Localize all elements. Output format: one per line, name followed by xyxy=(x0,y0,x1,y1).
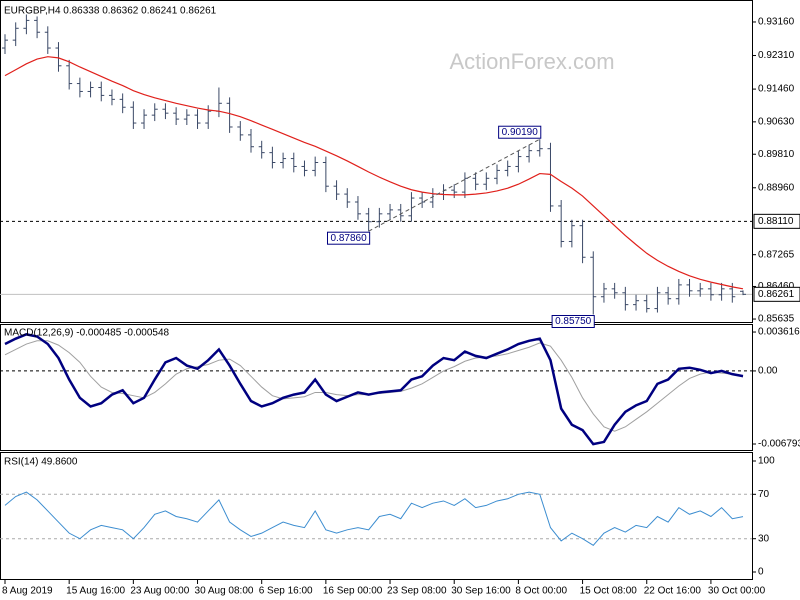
rsi-line xyxy=(4,491,744,547)
y-tick-label: 0.86460 xyxy=(758,281,795,292)
x-tick-label: 23 Sep 08:00 xyxy=(387,586,447,597)
plot-layer: ActionForex.com 0.93160 0.92310 0.91460 0.90… xyxy=(0,14,800,597)
annotation-label: 0.90190 xyxy=(502,127,539,138)
y-tick-label: 0.003616 xyxy=(758,327,800,338)
moving-average xyxy=(4,56,744,290)
annotation-label: 0.85750 xyxy=(555,316,592,327)
y-tick-label: 0.85635 xyxy=(758,314,795,325)
x-tick-label: 8 Aug 2019 xyxy=(2,586,53,597)
y-tick-label: 0.00 xyxy=(758,366,778,377)
x-tick-label: 30 Oct 00:00 xyxy=(708,586,766,597)
y-tick-label: 0.91460 xyxy=(758,84,795,95)
annotation-box xyxy=(498,125,542,139)
y-tick-label: 0.87265 xyxy=(758,249,795,260)
x-tick-label: 8 Oct 00:00 xyxy=(515,586,567,597)
y-tick-label: 0.93160 xyxy=(758,17,795,28)
price-title: EURGBP,H4 0.86338 0.86362 0.86241 0.8626… xyxy=(4,6,217,17)
rsi-panel xyxy=(0,452,753,580)
x-tick-label: 16 Sep 00:00 xyxy=(323,586,383,597)
y-tick-label: 100 xyxy=(758,456,775,467)
y-tick-label: 0.92310 xyxy=(758,50,795,61)
y-tick-label: 0.90630 xyxy=(758,116,795,127)
price-panel xyxy=(0,0,753,323)
y-tick-label: 0.89810 xyxy=(758,149,795,160)
y-tick-label: 0.88960 xyxy=(758,182,795,193)
watermark: ActionForex.com xyxy=(449,49,614,74)
annotation-box xyxy=(326,231,371,245)
x-tick-label: 15 Oct 08:00 xyxy=(580,586,638,597)
x-tick-label: 15 Aug 16:00 xyxy=(66,586,125,597)
macd-panel xyxy=(0,324,753,451)
x-tick-label: 6 Sep 16:00 xyxy=(259,586,313,597)
macd-line xyxy=(4,333,744,446)
annotation-label: 0.87860 xyxy=(330,233,367,244)
last-price-box xyxy=(753,286,800,302)
level-label: 0.88110 xyxy=(758,216,794,227)
x-tick-label: 30 Sep 16:00 xyxy=(451,586,511,597)
trend-line xyxy=(368,138,541,232)
y-tick-label: 30 xyxy=(758,533,770,544)
rsi-title: RSI(14) 49.8600 xyxy=(4,457,78,468)
macd-title: MACD(12,26,9) -0.000485 -0.000548 xyxy=(4,328,170,339)
y-tick-label: 0 xyxy=(758,567,764,578)
annotation-box xyxy=(551,314,595,328)
x-tick-label: 22 Oct 16:00 xyxy=(644,586,702,597)
y-tick-label: -0.006793 xyxy=(758,439,800,450)
level-box xyxy=(753,213,800,229)
last-price-label: 0.86261 xyxy=(758,289,795,300)
x-tick-label: 30 Aug 08:00 xyxy=(195,586,254,597)
y-tick-label: 70 xyxy=(758,489,770,500)
x-tick-label: 23 Aug 00:00 xyxy=(130,586,189,597)
